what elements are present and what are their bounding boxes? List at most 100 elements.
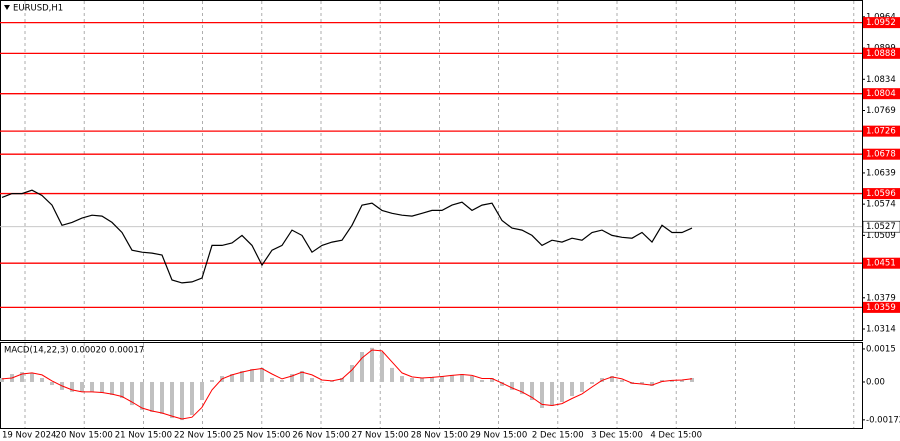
y-tick-label: 1.0769 (866, 106, 896, 116)
histogram-bar (140, 381, 144, 410)
histogram-bar (550, 381, 554, 406)
x-tick-label: 26 Nov 15:00 (292, 431, 349, 441)
x-tick-label: 22 Nov 15:00 (174, 431, 231, 441)
histogram-bar (620, 379, 624, 382)
current-price-label: 1.0527 (866, 222, 896, 232)
chart-title: EURUSD,H1 (13, 4, 63, 14)
histogram-bar (90, 381, 94, 392)
macd-title: MACD(14,22,3) 0.00020 0.00017 (4, 346, 144, 356)
histogram-bar (0, 378, 4, 382)
level-box (863, 257, 900, 269)
signal-line (1, 349, 693, 420)
histogram-bar (50, 381, 54, 386)
histogram-bar (410, 378, 414, 382)
y-tick-label: 1.0639 (866, 168, 896, 178)
level-box (863, 125, 900, 137)
price-panel (0, 0, 863, 341)
level-label: 1.0678 (866, 150, 896, 160)
histogram-bar (250, 368, 254, 382)
histogram-bar (260, 367, 264, 382)
x-tick-label: 28 Nov 15:00 (411, 431, 468, 441)
histogram-bar (290, 374, 294, 382)
histogram-bar (190, 381, 194, 416)
histogram-bar (270, 378, 274, 382)
macd-panel (0, 342, 863, 429)
symbol-arrow (4, 5, 10, 10)
histogram-bar (70, 381, 74, 392)
histogram-bar (120, 381, 124, 399)
histogram-bar (150, 381, 154, 412)
histogram-bar (240, 370, 244, 382)
histogram-bar (520, 381, 524, 395)
y-tick-label: 1.0574 (866, 200, 896, 210)
histogram-bar (470, 376, 474, 382)
price-line (1, 189, 693, 284)
histogram-bar (400, 376, 404, 382)
x-tick-label: 27 Nov 15:00 (352, 431, 409, 441)
histogram-bar (330, 380, 334, 382)
histogram-bar (490, 378, 494, 382)
level-label: 1.0804 (866, 89, 896, 99)
histogram-bar (440, 376, 444, 382)
histogram-bar (360, 352, 364, 382)
histogram-bar (420, 378, 424, 382)
level-box (863, 188, 900, 200)
level-label: 1.0888 (866, 49, 896, 59)
x-tick-label: 20 Nov 15:00 (56, 431, 113, 441)
histogram-bar (450, 374, 454, 382)
histogram-bar (170, 381, 174, 419)
histogram-bar (230, 374, 234, 382)
level-label: 1.0596 (866, 189, 896, 199)
histogram-bar (650, 381, 654, 386)
histogram-bar (660, 379, 664, 382)
level-box (863, 17, 900, 29)
histogram-bar (460, 374, 464, 382)
histogram-bar (690, 378, 694, 382)
histogram-bar (380, 352, 384, 382)
histogram-bar (670, 379, 674, 382)
histogram-bar (180, 381, 184, 421)
x-tick-label: 29 Nov 15:00 (470, 431, 527, 441)
level-box (863, 148, 900, 160)
histogram-bar (40, 378, 44, 382)
histogram-bar (430, 376, 434, 382)
histogram-bar (30, 372, 34, 382)
histogram-bar (340, 378, 344, 382)
x-tick-label: 25 Nov 15:00 (233, 431, 290, 441)
histogram-bar (310, 378, 314, 382)
x-tick-label: 3 Dec 15:00 (591, 431, 643, 441)
histogram-bar (640, 381, 644, 384)
x-tick-label: 4 Dec 15:00 (650, 431, 702, 441)
histogram-bar (280, 379, 284, 382)
level-box (863, 88, 900, 100)
y-tick-label: -0.00172 (866, 415, 900, 425)
histogram-bar (590, 381, 594, 384)
y-tick-label: 1.0314 (866, 324, 896, 334)
level-label: 1.0952 (866, 18, 896, 28)
level-label: 1.0359 (866, 303, 896, 313)
histogram-bar (350, 365, 354, 382)
histogram-bar (130, 381, 134, 406)
y-tick-label: 0.0015 (866, 344, 896, 354)
histogram-bar (580, 381, 584, 392)
histogram-bar (570, 381, 574, 397)
histogram-bar (530, 381, 534, 401)
y-tick-label: 1.0379 (866, 293, 896, 303)
y-tick-label: 1.0834 (866, 75, 896, 85)
histogram-bar (110, 381, 114, 395)
histogram-bar (300, 370, 304, 382)
histogram-bar (480, 379, 484, 382)
x-tick-label: 21 Nov 15:00 (115, 431, 172, 441)
histogram-bar (500, 381, 504, 386)
x-tick-label: 19 Nov 2024 (2, 431, 56, 441)
histogram-bar (80, 381, 84, 392)
histogram-bar (320, 381, 324, 383)
level-label: 1.0726 (866, 127, 896, 137)
x-tick-label: 2 Dec 15:00 (532, 431, 584, 441)
histogram-bar (100, 381, 104, 393)
histogram-bar (390, 367, 394, 382)
histogram-bar (680, 379, 684, 382)
histogram-bar (160, 381, 164, 414)
histogram-bar (610, 376, 614, 382)
